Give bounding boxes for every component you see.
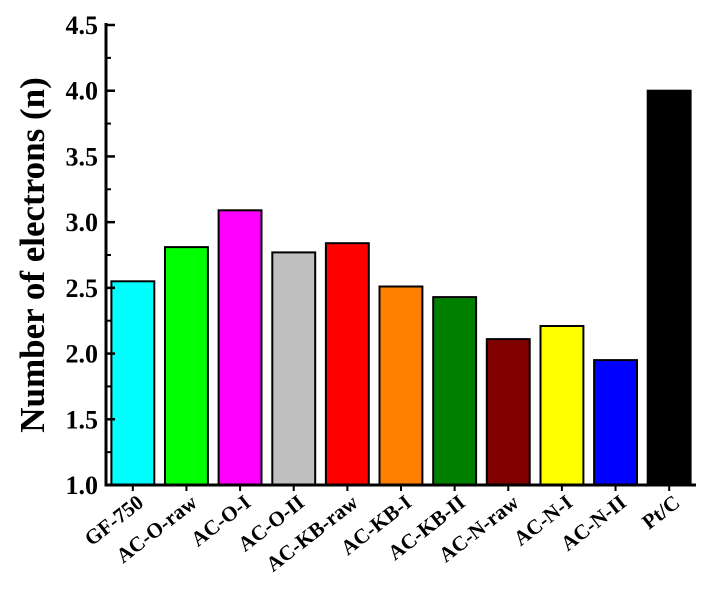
bar-gf-750 [110,280,156,486]
bar-ac-o-i [217,209,263,487]
y-axis-title: Number of electrons (n) [13,77,52,432]
bar-ac-n-ii [593,359,638,487]
bar-ac-kb-raw [324,242,370,486]
y-tick-label: 1.0 [66,471,99,500]
bar-ac-n-raw [485,338,531,486]
bar-ac-n-i [539,325,585,486]
bar-ac-kb-ii [432,296,478,486]
y-tick-label: 1.5 [66,405,99,434]
y-tick-label: 2.5 [66,274,99,303]
bar-ac-o-ii [271,251,317,486]
bar-pt-c [646,89,692,486]
y-tick-label: 3.5 [66,142,99,171]
x-labels-group: GF-750AC-O-rawAC-O-IAC-O-IIAC-KB-rawAC-K… [80,485,684,576]
y-tick-label: 2.0 [66,340,99,369]
y-tick-label: 4.0 [66,77,99,106]
y-ticks-group: 1.0 1.5 2.0 2.5 3.0 3.5 4.0 4.5 [66,11,115,500]
bar-ac-kb-i [378,285,424,486]
bar-ac-o-raw [164,246,209,486]
bars-group [110,89,692,487]
y-tick-label: 4.5 [66,11,99,40]
y-tick-label: 3.0 [66,208,99,237]
x-tick-label: Pt/C [637,490,684,534]
